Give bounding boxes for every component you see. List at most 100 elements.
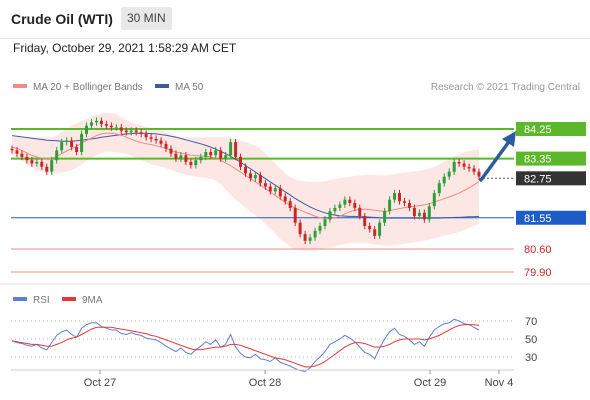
candle-body [308,237,312,241]
candle-body [249,173,252,179]
candle-body [194,160,198,166]
candle-body [338,204,342,208]
current-price-tag [516,171,586,186]
candle-body [30,160,34,164]
candle-body [383,211,387,223]
candles [10,117,481,245]
candle-body [154,138,158,141]
candle-body [50,160,54,172]
candle-body [462,163,466,167]
candle-body [189,161,193,166]
candle-body [437,183,441,194]
level-label-79-90: 79.90 [524,267,552,279]
candle-body [25,156,29,161]
candle-body [313,230,317,238]
candle-body [368,226,372,230]
candle-body [99,120,103,125]
candle-body [104,124,108,126]
candle-body [40,161,44,167]
candle-body [169,148,173,154]
ma50-legend-swatch [155,84,169,88]
candle-body [149,137,153,139]
candle-body [422,212,426,220]
candle-body [303,234,307,241]
candle-body [393,193,396,200]
candle-body [318,226,322,231]
current-price-label: 82.75 [524,173,552,185]
candle-body [263,183,267,187]
arrow-head [502,131,516,147]
candle-body [452,161,456,172]
candle-body [343,199,347,205]
candle-body [293,207,297,223]
level-tag-83-35 [516,151,586,166]
candle-body [398,193,401,202]
candle-body [10,148,14,151]
ma20-legend-swatch [13,84,27,88]
candle-body [70,140,74,148]
rsi-legend-swatch [13,297,27,301]
candle-body [144,133,148,138]
candle-body [388,199,392,212]
forecast-arrow [479,131,516,182]
candle-body [353,203,357,208]
candle-body [298,222,302,235]
candle-body [417,212,421,217]
candle-body [244,166,247,174]
candle-body [184,155,188,162]
header-bar: Crude Oil (WTI) 30 MIN [0,0,590,39]
candle-body [134,130,138,133]
level-label-80-60: 80.60 [524,244,552,256]
credit-label: Research © 2021 Trading Central [431,82,580,93]
rsi-tick-50: 50 [525,334,537,346]
candle-body [65,140,69,143]
candle-body [75,147,79,152]
x-tick-label: Oct 29 [414,377,446,389]
rsi-grid: 70 50 30 [11,316,537,364]
level-tag-81-55 [516,210,586,225]
candle-body [95,120,98,123]
candle-body [278,188,282,197]
candle-body [124,130,128,133]
candle-body [119,127,123,131]
rsi-ma-legend-label: 9MA [82,295,103,306]
candle-body [15,150,19,154]
rsi-legend-label: RSI [33,295,50,306]
level-tag-84-25 [516,122,586,136]
candle-body [80,133,84,152]
instrument-title: Crude Oil (WTI) [11,11,113,27]
candle-body [258,175,262,184]
candle-body [268,186,272,192]
x-tick-label: Nov 4 [485,377,514,389]
timeframe-badge[interactable]: 30 MIN [121,7,172,30]
level-label-84-25: 84.25 [524,124,552,136]
rsi-tick-30: 30 [525,352,537,364]
candle-body [114,127,118,129]
candle-body [224,155,228,159]
rsi-tick-70: 70 [525,316,537,328]
x-axis: Oct 27 Oct 28 Oct 29 Nov 4 [84,370,514,389]
candle-body [412,207,416,217]
candle-body [85,125,88,134]
rsi-ma-line [11,324,480,368]
candle-body [159,140,163,144]
candle-body [363,216,367,226]
timestamp: Friday, October 29, 2021 1:58:29 AM CET [13,41,237,55]
candle-body [378,222,382,236]
ma20-legend-label: MA 20 + Bollinger Bands [33,82,143,93]
candle-body [90,122,93,126]
ma50-legend-label: MA 50 [175,82,204,93]
candle-body [467,166,471,169]
candle-body [20,153,24,157]
rsi-ma-legend-swatch [62,297,76,301]
candle-body [139,132,143,134]
rsi-legend: RSI 9MA [13,295,103,306]
arrow-shaft [479,141,510,182]
candle-body [179,155,183,159]
main-legend: MA 20 + Bollinger Bands MA 50 Research ©… [13,82,580,93]
candle-body [348,199,352,203]
candle-body [129,130,133,133]
candle-body [199,156,203,161]
candle-body [214,150,218,156]
candle-body [55,150,59,161]
